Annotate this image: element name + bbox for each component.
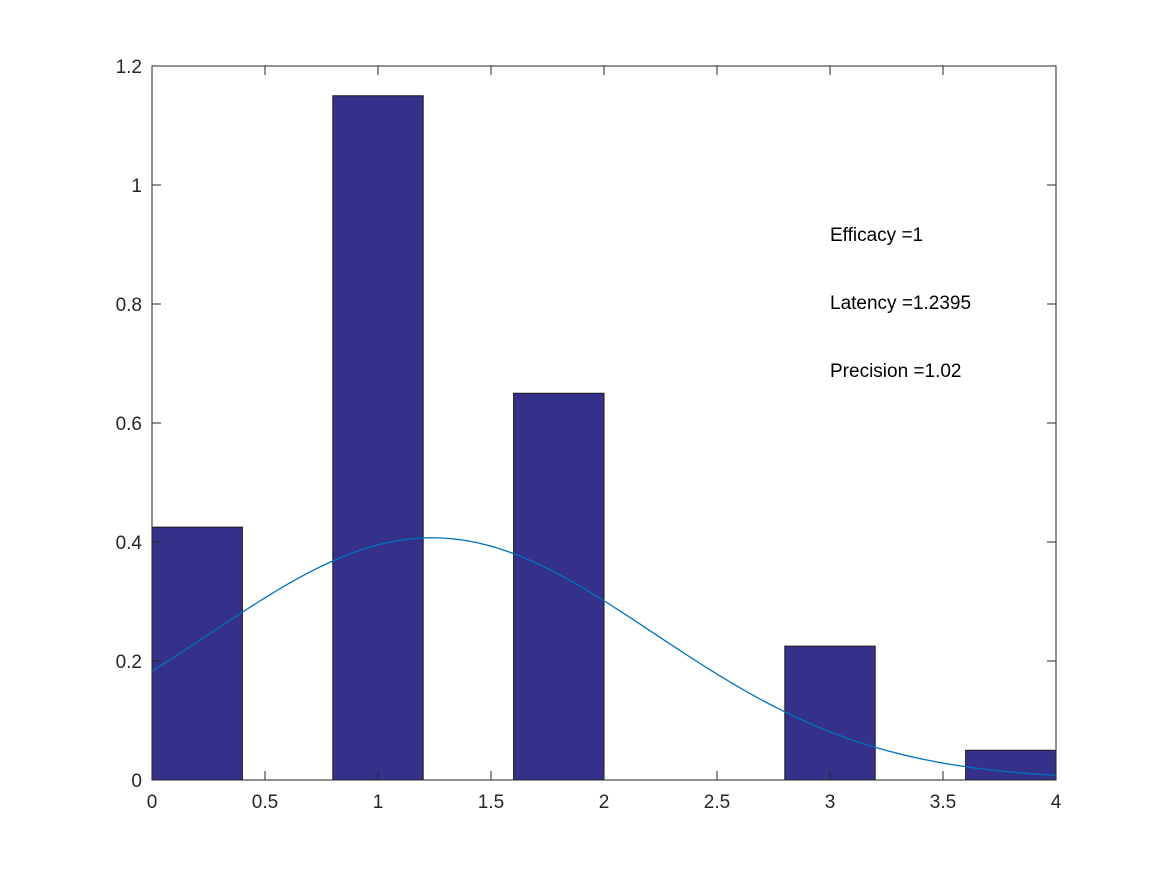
bar-1 (332, 95, 424, 781)
annotation-text: Efficacy =1 (830, 225, 923, 246)
y-tick-label: 1 (131, 176, 142, 197)
bar-3 (784, 645, 876, 781)
x-tick-label: 2 (599, 792, 610, 813)
y-tick-label: 0.8 (116, 295, 142, 316)
y-tick-label: 0 (131, 771, 142, 792)
y-tick-label: 1.2 (116, 57, 142, 78)
bar-4 (965, 749, 1057, 781)
y-tick-label: 0.6 (116, 414, 142, 435)
x-tick-label: 0 (147, 792, 158, 813)
x-tick-label: 0.5 (252, 792, 278, 813)
x-tick-label: 3.5 (930, 792, 956, 813)
x-tick-label: 3 (825, 792, 836, 813)
annotation-text: Precision =1.02 (830, 361, 962, 382)
x-tick-label: 1.5 (478, 792, 504, 813)
x-tick-label: 4 (1051, 792, 1062, 813)
annotations: Efficacy =1 Latency =1.2395 Precision =1.0… (830, 225, 971, 382)
bars-layer (151, 95, 1057, 781)
y-tick-label: 0.4 (116, 533, 143, 554)
x-tick-label: 2.5 (704, 792, 730, 813)
bar-0 (151, 526, 243, 781)
x-tick-label: 1 (373, 792, 384, 813)
axes: 0 0.5 1 1.5 2 2.5 3 3.5 4 0 0.2 0.4 0.6 0.8 1 1.2 (116, 57, 1062, 813)
normal-fit-curve (151, 537, 1057, 777)
annotation-text: Latency =1.2395 (830, 293, 971, 314)
y-tick-label: 0.2 (116, 652, 142, 673)
bar-2 (513, 392, 605, 781)
curve-layer (151, 537, 1057, 777)
